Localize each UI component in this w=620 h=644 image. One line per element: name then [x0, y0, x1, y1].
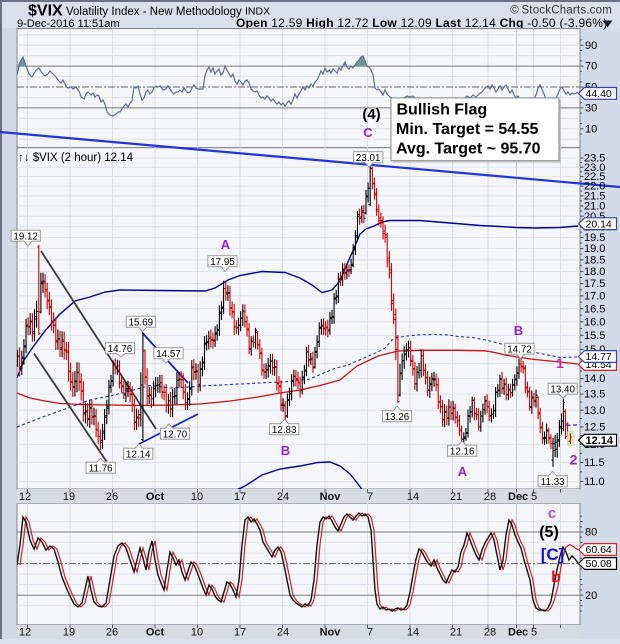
svg-text:12.83: 12.83	[272, 425, 297, 436]
svg-text:60.64: 60.64	[586, 544, 612, 556]
svg-text:17.0: 17.0	[584, 291, 605, 303]
svg-text:9-Dec-2016 11:51am: 9-Dec-2016 11:51am	[17, 18, 120, 30]
svg-text:↑↓ $VIX (2 hour) 12.14: ↑↓ $VIX (2 hour) 12.14	[18, 152, 134, 164]
svg-text:Open 12.59 High 12.72 Low 12.0: Open 12.59 High 12.72 Low 12.09 Last 12.…	[236, 16, 607, 30]
svg-text:50.08: 50.08	[586, 558, 612, 570]
svg-text:12: 12	[19, 627, 31, 639]
svg-text:10: 10	[191, 627, 203, 639]
svg-text:70: 70	[585, 61, 597, 73]
svg-text:14.0: 14.0	[584, 373, 605, 385]
svg-text:16.5: 16.5	[584, 303, 605, 315]
svg-text:7: 7	[367, 627, 373, 639]
svg-text:5: 5	[531, 627, 537, 639]
svg-text:22.5: 22.5	[584, 171, 605, 183]
svg-text:23.5: 23.5	[584, 153, 605, 165]
svg-text:23.01: 23.01	[356, 153, 381, 164]
svg-text:23.0: 23.0	[584, 162, 605, 174]
svg-text:15.69: 15.69	[129, 317, 154, 328]
svg-text:24: 24	[277, 491, 289, 503]
svg-text:18.5: 18.5	[584, 255, 605, 267]
svg-text:14.57: 14.57	[156, 349, 181, 360]
svg-text:19.12: 19.12	[13, 231, 38, 242]
svg-text:A: A	[221, 237, 231, 252]
svg-text:Nov: Nov	[320, 491, 342, 503]
svg-text:5: 5	[531, 491, 537, 503]
svg-text:2: 2	[570, 452, 578, 468]
svg-text:[C]: [C]	[541, 545, 565, 564]
svg-text:20.14: 20.14	[586, 218, 612, 230]
svg-text:Oct: Oct	[146, 627, 165, 639]
svg-text:12.70: 12.70	[163, 429, 188, 440]
svg-text:19.0: 19.0	[584, 243, 605, 255]
svg-text:14.77: 14.77	[586, 351, 612, 363]
svg-text:14.76: 14.76	[108, 344, 133, 355]
svg-text:16.0: 16.0	[584, 316, 605, 328]
svg-text:1: 1	[556, 355, 564, 371]
svg-text:21.5: 21.5	[584, 191, 605, 203]
svg-text:21: 21	[450, 627, 462, 639]
svg-text:INDX: INDX	[245, 6, 270, 18]
svg-text:12: 12	[19, 491, 31, 503]
svg-text:11.33: 11.33	[541, 477, 565, 488]
svg-text:Nov: Nov	[320, 627, 342, 639]
svg-text:11.76: 11.76	[89, 463, 113, 474]
svg-text:90: 90	[585, 40, 597, 52]
svg-text:17.95: 17.95	[210, 257, 235, 268]
svg-text:10: 10	[191, 491, 203, 503]
svg-text:14: 14	[407, 491, 419, 503]
svg-text:17: 17	[234, 627, 246, 639]
svg-text:14.72: 14.72	[507, 344, 532, 355]
svg-text:21: 21	[450, 491, 462, 503]
svg-text:12.5: 12.5	[584, 422, 605, 434]
svg-text:$VIX: $VIX	[28, 3, 63, 20]
svg-text:19: 19	[63, 627, 75, 639]
svg-text:Avg. Target ~ 95.70: Avg. Target ~ 95.70	[396, 141, 541, 158]
svg-text:A: A	[458, 464, 468, 479]
svg-text:17: 17	[234, 491, 246, 503]
svg-text:26: 26	[106, 491, 118, 503]
svg-text:22.0: 22.0	[584, 181, 605, 193]
svg-text:30: 30	[585, 103, 597, 115]
svg-text:Dec: Dec	[508, 627, 528, 639]
svg-text:28: 28	[484, 627, 496, 639]
svg-text:26: 26	[106, 627, 118, 639]
svg-text:7: 7	[367, 491, 373, 503]
svg-text:12.14: 12.14	[126, 449, 151, 460]
svg-text:44.40: 44.40	[586, 88, 612, 100]
svg-text:11.0: 11.0	[584, 476, 605, 488]
svg-text:C: C	[363, 125, 373, 140]
svg-text:17.5: 17.5	[584, 278, 605, 290]
svg-text:12.16: 12.16	[450, 446, 475, 457]
svg-text:10: 10	[585, 123, 597, 135]
svg-text:b: b	[551, 569, 561, 586]
svg-text:c: c	[548, 505, 556, 522]
svg-text:13.26: 13.26	[385, 412, 410, 423]
svg-text:15.5: 15.5	[584, 330, 605, 342]
svg-text:(4): (4)	[362, 106, 380, 123]
svg-text:18.0: 18.0	[584, 266, 605, 278]
svg-text:19: 19	[63, 491, 75, 503]
svg-text:13.40: 13.40	[550, 384, 575, 395]
svg-text:B: B	[281, 443, 290, 458]
svg-text:80: 80	[585, 527, 597, 539]
svg-text:Dec: Dec	[508, 491, 528, 503]
svg-text:13.0: 13.0	[584, 405, 605, 417]
svg-text:© StockCharts.com: © StockCharts.com	[510, 5, 612, 17]
svg-text:21.0: 21.0	[584, 201, 605, 213]
svg-text:Oct: Oct	[146, 491, 165, 503]
svg-text:12.14: 12.14	[586, 435, 614, 447]
svg-text:Min. Target = 54.55: Min. Target = 54.55	[396, 121, 539, 138]
svg-text:(5): (5)	[539, 524, 559, 541]
svg-text:11.5: 11.5	[584, 457, 605, 469]
svg-text:28: 28	[484, 491, 496, 503]
svg-text:B: B	[514, 323, 523, 338]
svg-text:14: 14	[407, 627, 419, 639]
svg-text:20: 20	[585, 590, 597, 602]
svg-text:19.5: 19.5	[584, 232, 605, 244]
svg-text:13.5: 13.5	[584, 389, 605, 401]
svg-text:Volatility Index - New Methodo: Volatility Index - New Methodology	[66, 6, 242, 18]
svg-text:Bullish Flag: Bullish Flag	[397, 102, 488, 119]
svg-text:24: 24	[277, 627, 289, 639]
